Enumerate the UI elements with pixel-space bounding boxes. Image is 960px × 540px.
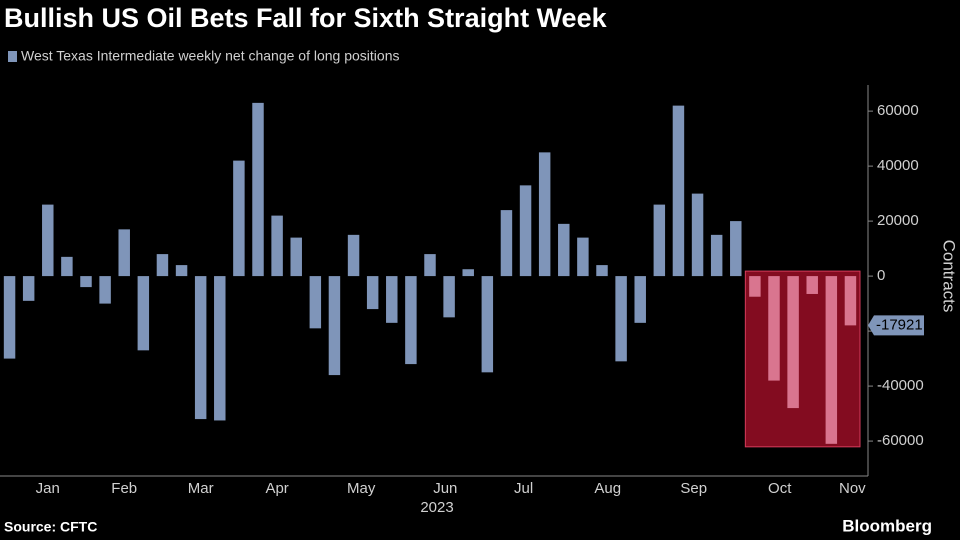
bar bbox=[347, 234, 360, 277]
bar bbox=[672, 105, 685, 277]
bar bbox=[615, 276, 627, 362]
bar bbox=[328, 276, 341, 376]
y-tick-label: 40000 bbox=[877, 157, 919, 174]
bar bbox=[787, 276, 799, 409]
bar bbox=[309, 276, 322, 329]
y-tick-label: -60000 bbox=[877, 432, 924, 449]
bar bbox=[749, 276, 761, 297]
x-tick-label: Jun bbox=[433, 480, 457, 497]
bar bbox=[443, 276, 455, 318]
x-axis-label: 2023 bbox=[420, 499, 453, 516]
bar bbox=[233, 160, 245, 277]
x-tick-label: Oct bbox=[768, 480, 792, 497]
bar bbox=[137, 276, 150, 351]
bar bbox=[462, 269, 474, 277]
bar bbox=[61, 256, 73, 277]
x-tick-label: Nov bbox=[839, 480, 866, 497]
bar bbox=[710, 234, 723, 277]
bar bbox=[118, 229, 130, 277]
bar bbox=[252, 102, 264, 277]
y-tick-label: -40000 bbox=[877, 377, 924, 394]
x-tick-label: Jul bbox=[514, 480, 533, 497]
x-tick-label: Sep bbox=[680, 480, 707, 497]
x-tick-label: Apr bbox=[265, 480, 288, 497]
bar bbox=[519, 185, 532, 277]
bar bbox=[730, 221, 742, 277]
bar bbox=[42, 204, 54, 277]
bar bbox=[271, 215, 283, 277]
y-tick-label: 60000 bbox=[877, 102, 919, 119]
bar bbox=[596, 265, 608, 277]
bar bbox=[214, 276, 226, 421]
highlight-box bbox=[744, 270, 861, 448]
bar bbox=[290, 237, 302, 277]
last-value-marker bbox=[868, 315, 924, 336]
bar bbox=[577, 237, 589, 277]
bar bbox=[634, 276, 646, 323]
bar bbox=[768, 276, 780, 381]
last-value-label: -17921 bbox=[876, 316, 923, 333]
brand: Bloomberg bbox=[842, 516, 932, 535]
y-tick-label: 0 bbox=[877, 267, 885, 284]
y-tick-label: 20000 bbox=[877, 212, 919, 229]
chart-title: Bullish US Oil Bets Fall for Sixth Strai… bbox=[4, 3, 608, 33]
bar bbox=[194, 276, 207, 420]
y-axis-label: Contracts bbox=[940, 240, 959, 313]
bar bbox=[806, 276, 818, 294]
bar bbox=[424, 254, 436, 277]
bar bbox=[691, 193, 704, 277]
bar bbox=[22, 276, 35, 301]
source: Source: CFTC bbox=[4, 519, 97, 535]
bar bbox=[175, 265, 188, 277]
x-tick-label: Jan bbox=[36, 480, 60, 497]
bar bbox=[80, 276, 92, 288]
bar bbox=[653, 204, 666, 277]
x-tick-label: Mar bbox=[188, 480, 214, 497]
bar bbox=[3, 276, 16, 359]
legend-swatch bbox=[8, 51, 17, 62]
bar bbox=[405, 276, 417, 365]
legend-label: West Texas Intermediate weekly net chang… bbox=[21, 48, 399, 64]
bar bbox=[481, 276, 494, 373]
x-tick-label: Feb bbox=[111, 480, 137, 497]
bar bbox=[538, 152, 551, 277]
bar bbox=[558, 223, 570, 277]
bar bbox=[386, 276, 398, 323]
bar bbox=[99, 276, 111, 304]
bar bbox=[366, 276, 379, 310]
x-tick-label: Aug bbox=[594, 480, 621, 497]
bar bbox=[844, 276, 857, 326]
x-tick-label: May bbox=[347, 480, 376, 497]
bar bbox=[156, 254, 169, 277]
bar bbox=[500, 210, 513, 277]
bar bbox=[825, 276, 838, 444]
